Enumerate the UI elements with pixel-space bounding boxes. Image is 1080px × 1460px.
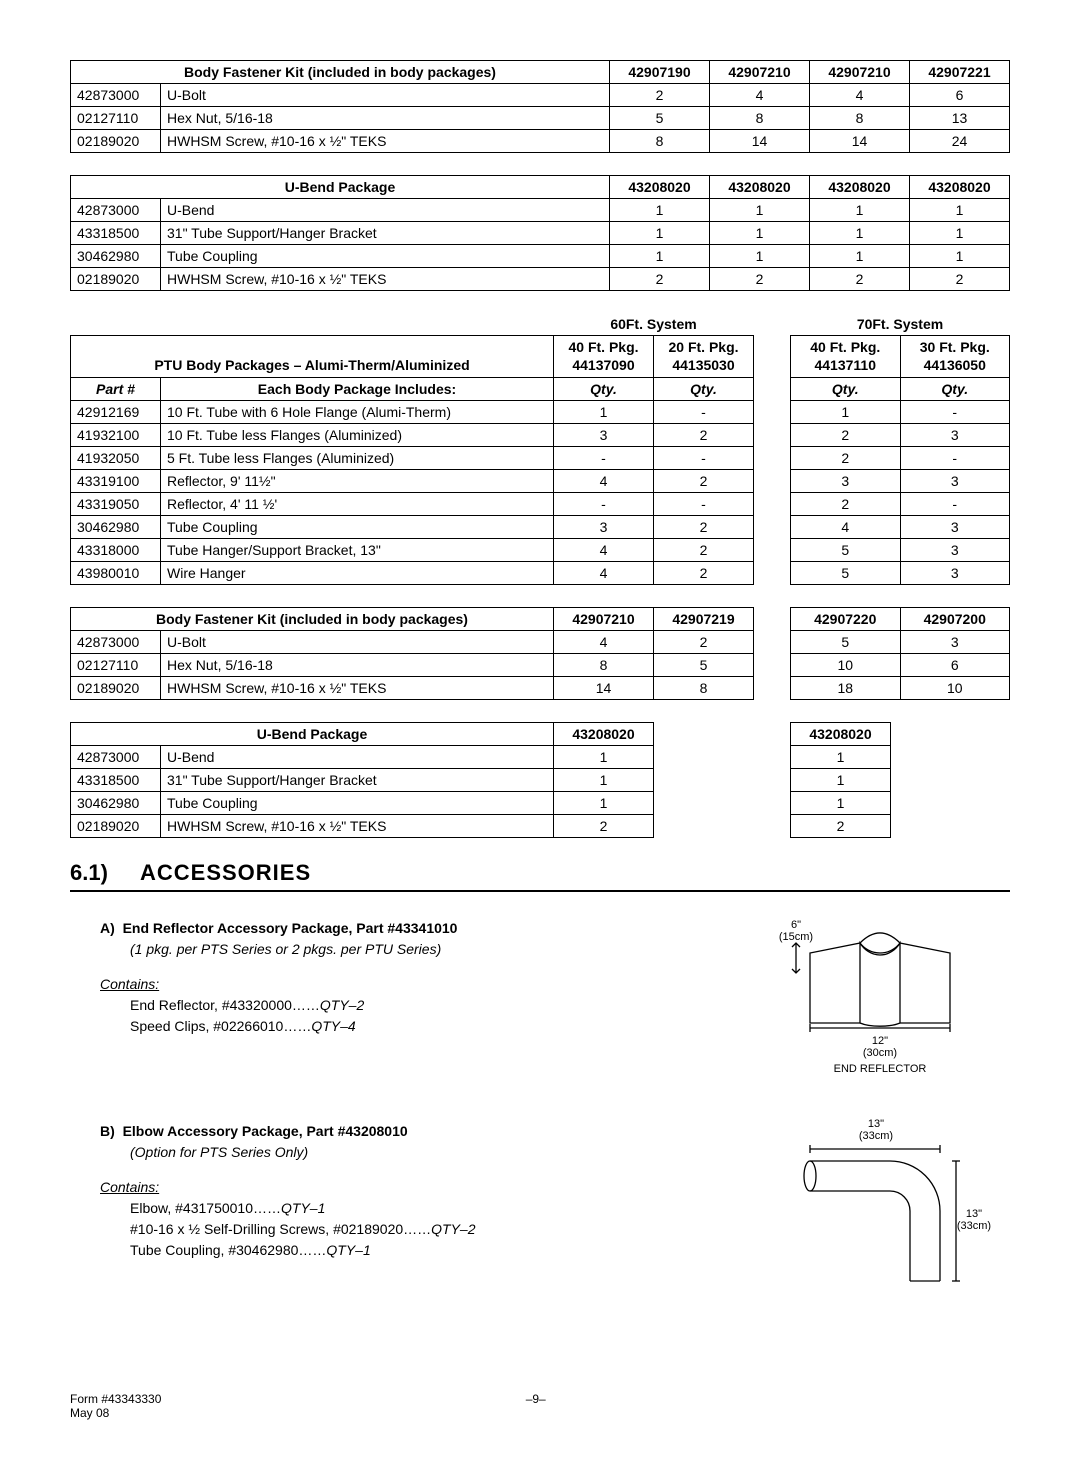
- table-ubend-1: U-Bend Package 43208020 43208020 4320802…: [70, 175, 1010, 291]
- page-footer: Form #43343330May 08 –9–: [70, 1392, 1010, 1420]
- table-row: 1: [791, 769, 1010, 792]
- table-row: 42873000U-Bend1: [71, 746, 754, 769]
- table-row: 42873000U-Bolt42: [71, 631, 754, 654]
- table-row: 30462980Tube Coupling32: [71, 516, 754, 539]
- table-row: 43319050Reflector, 4' 11 ½'--: [71, 493, 754, 516]
- table-body-fastener-2: Body Fastener Kit (included in body pack…: [70, 607, 1010, 700]
- table-row: 1: [791, 792, 1010, 815]
- table-row: 53: [791, 631, 1010, 654]
- table-row: 02189020HWHSM Screw, #10-16 x ½" TEKS2: [71, 815, 754, 838]
- table-row: 1810: [791, 677, 1010, 700]
- section-heading: 6.1) ACCESSORIES: [70, 860, 1010, 892]
- elbow-diagram: 13"(33cm) 13"(33cm): [750, 1121, 1010, 1342]
- table-row: 53: [791, 562, 1010, 585]
- table-row: 4331850031" Tube Support/Hanger Bracket1…: [71, 222, 1010, 245]
- table-row: 43: [791, 516, 1010, 539]
- table-row: 23: [791, 424, 1010, 447]
- table-row: 4291216910 Ft. Tube with 6 Hole Flange (…: [71, 401, 754, 424]
- end-reflector-diagram: 6"(15cm) 12"(30cm) END REFLECTOR: [750, 918, 1010, 1111]
- table-row: 33: [791, 470, 1010, 493]
- accessory-a: A) End Reflector Accessory Package, Part…: [70, 918, 1010, 1111]
- table-row: 419320505 Ft. Tube less Flanges (Alumini…: [71, 447, 754, 470]
- accessory-b: B) Elbow Accessory Package, Part #432080…: [70, 1121, 1010, 1342]
- table-row: 43318000Tube Hanger/Support Bracket, 13"…: [71, 539, 754, 562]
- table-row: 30462980Tube Coupling1111: [71, 245, 1010, 268]
- table-row: 53: [791, 539, 1010, 562]
- table-row: 2-: [791, 447, 1010, 470]
- table-row: 4193210010 Ft. Tube less Flanges (Alumin…: [71, 424, 754, 447]
- table-row: 1-: [791, 401, 1010, 424]
- table-row: 106: [791, 654, 1010, 677]
- table-row: 2: [791, 815, 1010, 838]
- table-row: 02189020HWHSM Screw, #10-16 x ½" TEKS222…: [71, 268, 1010, 291]
- table-ubend-2: U-Bend Package 43208020 42873000U-Bend14…: [70, 722, 1010, 838]
- table-row: 02127110Hex Nut, 5/16-1885: [71, 654, 754, 677]
- table-row: 42873000U-Bend1111: [71, 199, 1010, 222]
- table1-title: Body Fastener Kit (included in body pack…: [71, 61, 610, 84]
- table-row: 30462980Tube Coupling1: [71, 792, 754, 815]
- table-body-fastener-1: Body Fastener Kit (included in body pack…: [70, 60, 1010, 153]
- table-row: 43319100Reflector, 9' 11½"42: [71, 470, 754, 493]
- table-row: 42873000U-Bolt2446: [71, 84, 1010, 107]
- table-row: 02189020HWHSM Screw, #10-16 x ½" TEKS814…: [71, 130, 1010, 153]
- table-row: 02127110Hex Nut, 5/16-1858813: [71, 107, 1010, 130]
- table-row: 4331850031" Tube Support/Hanger Bracket1: [71, 769, 754, 792]
- table-row: 1: [791, 746, 1010, 769]
- table-row: 43980010Wire Hanger42: [71, 562, 754, 585]
- table-row: 02189020HWHSM Screw, #10-16 x ½" TEKS148: [71, 677, 754, 700]
- table-ptu-body-packages: 60Ft. System PTU Body Packages – Alumi-T…: [70, 313, 1010, 585]
- table-row: 2-: [791, 493, 1010, 516]
